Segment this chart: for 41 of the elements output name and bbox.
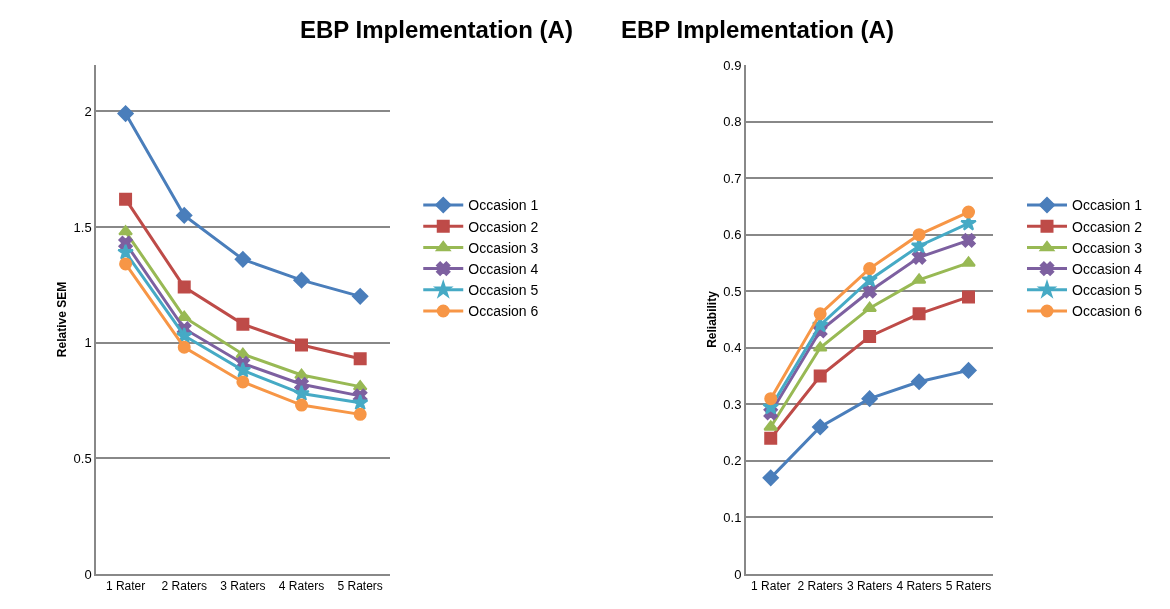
y-tick-label: 1.5 bbox=[73, 219, 92, 235]
y-tick-label: 0 bbox=[84, 566, 92, 582]
y-tick-label: 0.6 bbox=[723, 227, 742, 243]
y-tick-label: 0.5 bbox=[723, 283, 742, 299]
y-axis-title: Relative SEM bbox=[55, 281, 70, 358]
legend-label: Occasion 2 bbox=[1072, 218, 1143, 235]
legend-label: Occasion 1 bbox=[1072, 197, 1143, 214]
y-tick-label: 0.2 bbox=[723, 453, 742, 469]
legend-label: Occasion 5 bbox=[1072, 282, 1143, 299]
x-tick-label: 2 Raters bbox=[797, 579, 843, 594]
y-axis-title: Reliability bbox=[705, 290, 720, 348]
x-tick-label: 1 Rater bbox=[105, 579, 146, 594]
legend-label: Occasion 2 bbox=[468, 218, 539, 235]
x-tick-label: 2 Raters bbox=[161, 579, 207, 594]
y-tick-label: 2 bbox=[84, 103, 92, 119]
x-tick-label: 4 Raters bbox=[896, 579, 942, 594]
legend-label: Occasion 4 bbox=[468, 261, 539, 278]
x-tick-label: 5 Raters bbox=[945, 579, 992, 594]
x-tick-label: 5 Raters bbox=[337, 579, 383, 594]
x-tick-label: 3 Raters bbox=[846, 579, 893, 594]
legend-label: Occasion 4 bbox=[1072, 261, 1143, 278]
y-tick-label: 0.8 bbox=[723, 114, 742, 130]
chart-title: EBP Implementation (A) bbox=[621, 16, 894, 43]
y-tick-label: 0 bbox=[734, 566, 742, 582]
legend-label: Occasion 6 bbox=[1072, 303, 1143, 320]
y-tick-label: 0.9 bbox=[723, 57, 742, 73]
y-tick-label: 0.4 bbox=[723, 340, 742, 356]
y-tick-label: 0.3 bbox=[723, 396, 742, 412]
legend-label: Occasion 1 bbox=[468, 197, 539, 214]
x-tick-label: 4 Raters bbox=[278, 579, 325, 594]
x-tick-label: 1 Rater bbox=[751, 579, 791, 594]
y-tick-label: 1 bbox=[84, 335, 92, 351]
y-tick-label: 0.7 bbox=[723, 170, 742, 186]
chart-title: EBP Implementation (A) bbox=[300, 16, 573, 43]
x-tick-label: 3 Raters bbox=[220, 579, 266, 594]
legend-label: Occasion 3 bbox=[1072, 239, 1143, 256]
legend-label: Occasion 6 bbox=[468, 303, 539, 320]
legend-label: Occasion 5 bbox=[468, 282, 539, 299]
legend-label: Occasion 3 bbox=[468, 239, 539, 256]
y-tick-label: 0.5 bbox=[73, 450, 92, 466]
y-tick-label: 0.1 bbox=[723, 509, 742, 525]
